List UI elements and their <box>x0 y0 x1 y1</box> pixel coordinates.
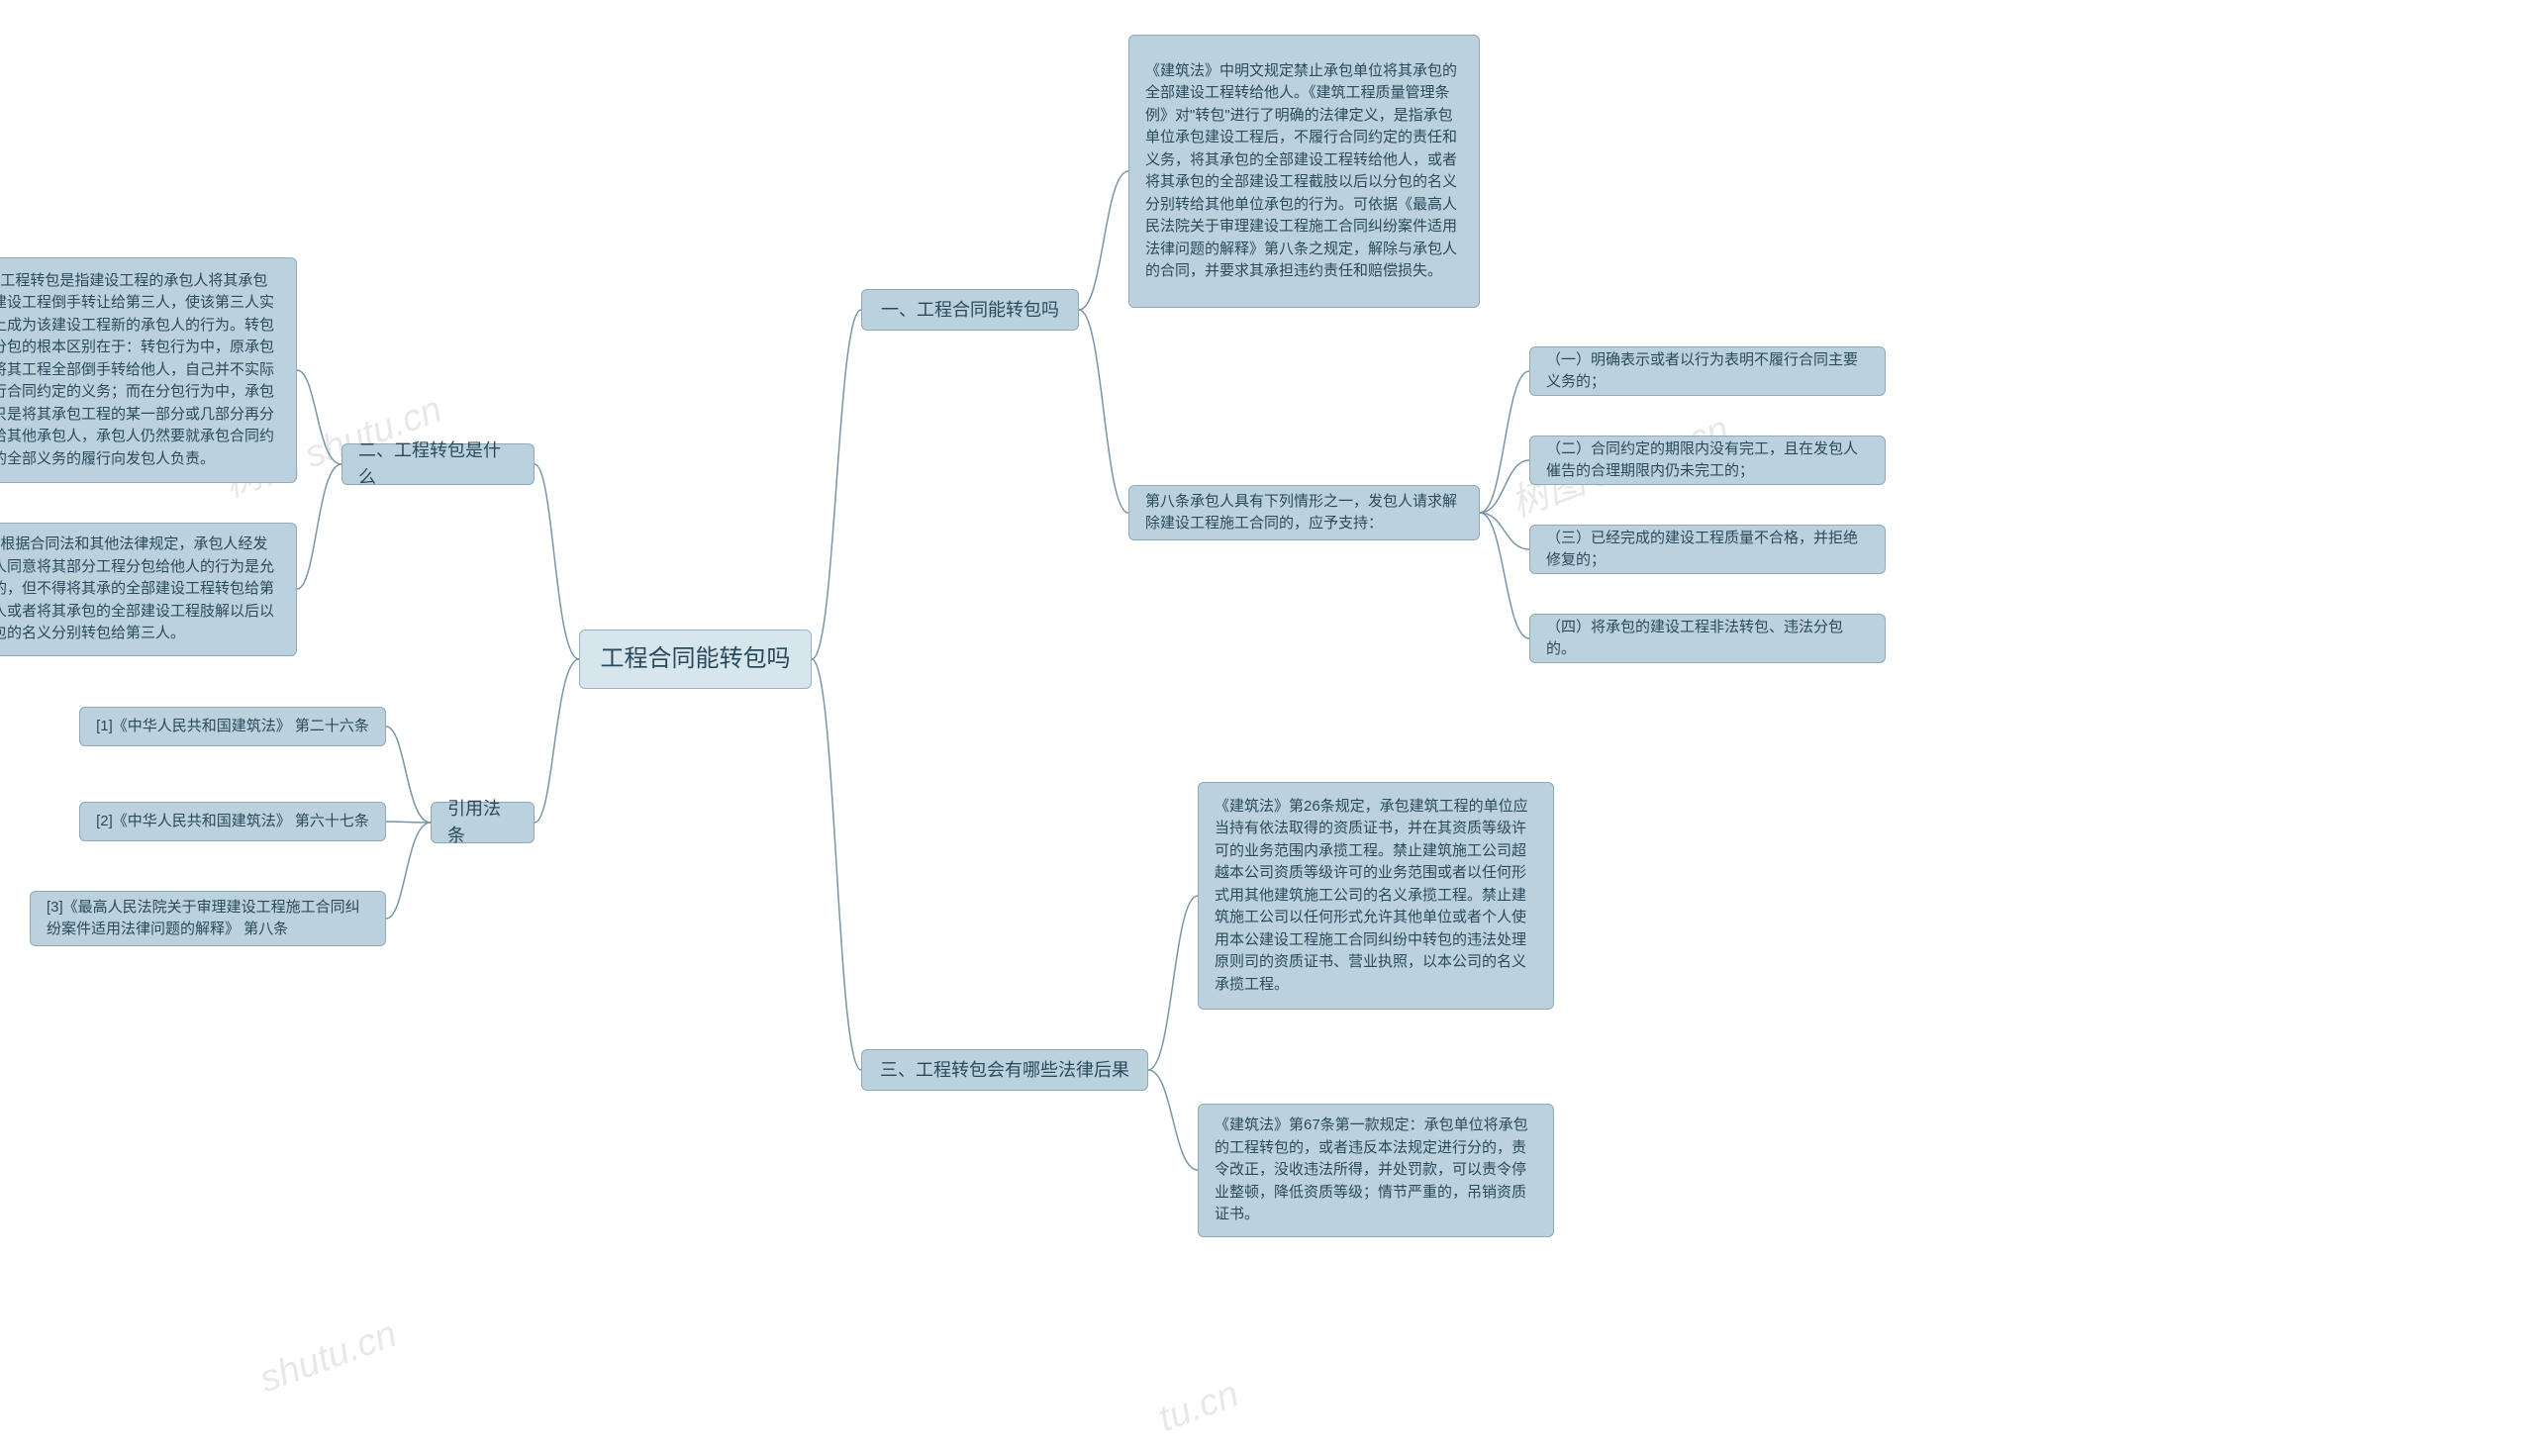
watermark: shutu.cn <box>254 1313 403 1403</box>
branch-ref[interactable]: 引用法条 <box>431 802 535 843</box>
leaf-r3c2[interactable]: 《建筑法》第67条第一款规定：承包单位将承包的工程转包的，或者违反本法规定进行分… <box>1198 1104 1554 1237</box>
leaf-text: （一）明确表示或者以行为表明不履行合同主要义务的； <box>1546 349 1869 394</box>
leaf-text: [2]《中华人民共和国建筑法》 第六十七条 <box>96 811 369 833</box>
leaf-l2c2[interactable]: 2、根据合同法和其他法律规定，承包人经发包人同意将其部分工程分包给他人的行为是允… <box>0 523 297 656</box>
leaf-text: 1、工程转包是指建设工程的承包人将其承包的建设工程倒手转让给第三人，使该第三人实… <box>0 270 280 471</box>
leaf-r1c2-1[interactable]: （一）明确表示或者以行为表明不履行合同主要义务的； <box>1529 346 1886 396</box>
branch-label: 一、工程合同能转包吗 <box>881 297 1059 324</box>
leaf-ref3[interactable]: [3]《最高人民法院关于审理建设工程施工合同纠纷案件适用法律问题的解释》 第八条 <box>30 891 386 946</box>
root-node[interactable]: 工程合同能转包吗 <box>579 630 812 689</box>
leaf-ref2[interactable]: [2]《中华人民共和国建筑法》 第六十七条 <box>79 802 386 841</box>
root-label: 工程合同能转包吗 <box>601 641 791 677</box>
leaf-r3c1[interactable]: 《建筑法》第26条规定，承包建筑工程的单位应当持有依法取得的资质证书，并在其资质… <box>1198 782 1554 1010</box>
leaf-l2c1[interactable]: 1、工程转包是指建设工程的承包人将其承包的建设工程倒手转让给第三人，使该第三人实… <box>0 257 297 483</box>
leaf-r1c2[interactable]: 第八条承包人具有下列情形之一，发包人请求解除建设工程施工合同的，应予支持： <box>1128 485 1480 540</box>
leaf-r1c1[interactable]: 《建筑法》中明文规定禁止承包单位将其承包的全部建设工程转给他人。《建筑工程质量管… <box>1128 35 1480 308</box>
leaf-r1c2-3[interactable]: （三）已经完成的建设工程质量不合格，并拒绝修复的； <box>1529 525 1886 574</box>
leaf-text: 《建筑法》中明文规定禁止承包单位将其承包的全部建设工程转给他人。《建筑工程质量管… <box>1145 60 1463 283</box>
leaf-text: 第八条承包人具有下列情形之一，发包人请求解除建设工程施工合同的，应予支持： <box>1145 491 1463 535</box>
leaf-text: [1]《中华人民共和国建筑法》 第二十六条 <box>96 716 369 738</box>
leaf-text: （三）已经完成的建设工程质量不合格，并拒绝修复的； <box>1546 528 1869 572</box>
branch-section2[interactable]: 二、工程转包是什么 <box>341 443 535 485</box>
leaf-text: [3]《最高人民法院关于审理建设工程施工合同纠纷案件适用法律问题的解释》 第八条 <box>47 897 369 941</box>
leaf-text: 《建筑法》第67条第一款规定：承包单位将承包的工程转包的，或者违反本法规定进行分… <box>1215 1115 1537 1226</box>
leaf-text: 《建筑法》第26条规定，承包建筑工程的单位应当持有依法取得的资质证书，并在其资质… <box>1215 796 1537 997</box>
leaf-text: 2、根据合同法和其他法律规定，承包人经发包人同意将其部分工程分包给他人的行为是允… <box>0 534 280 645</box>
branch-section3[interactable]: 三、工程转包会有哪些法律后果 <box>861 1049 1148 1091</box>
leaf-text: （四）将承包的建设工程非法转包、违法分包的。 <box>1546 617 1869 661</box>
leaf-text: （二）合同约定的期限内没有完工，且在发包人催告的合理期限内仍未完工的； <box>1546 438 1869 483</box>
branch-label: 引用法条 <box>447 796 518 849</box>
leaf-ref1[interactable]: [1]《中华人民共和国建筑法》 第二十六条 <box>79 707 386 746</box>
watermark: tu.cn <box>1153 1373 1244 1441</box>
branch-section1[interactable]: 一、工程合同能转包吗 <box>861 289 1079 331</box>
branch-label: 二、工程转包是什么 <box>358 437 518 491</box>
branch-label: 三、工程转包会有哪些法律后果 <box>880 1057 1129 1084</box>
leaf-r1c2-2[interactable]: （二）合同约定的期限内没有完工，且在发包人催告的合理期限内仍未完工的； <box>1529 436 1886 485</box>
leaf-r1c2-4[interactable]: （四）将承包的建设工程非法转包、违法分包的。 <box>1529 614 1886 663</box>
